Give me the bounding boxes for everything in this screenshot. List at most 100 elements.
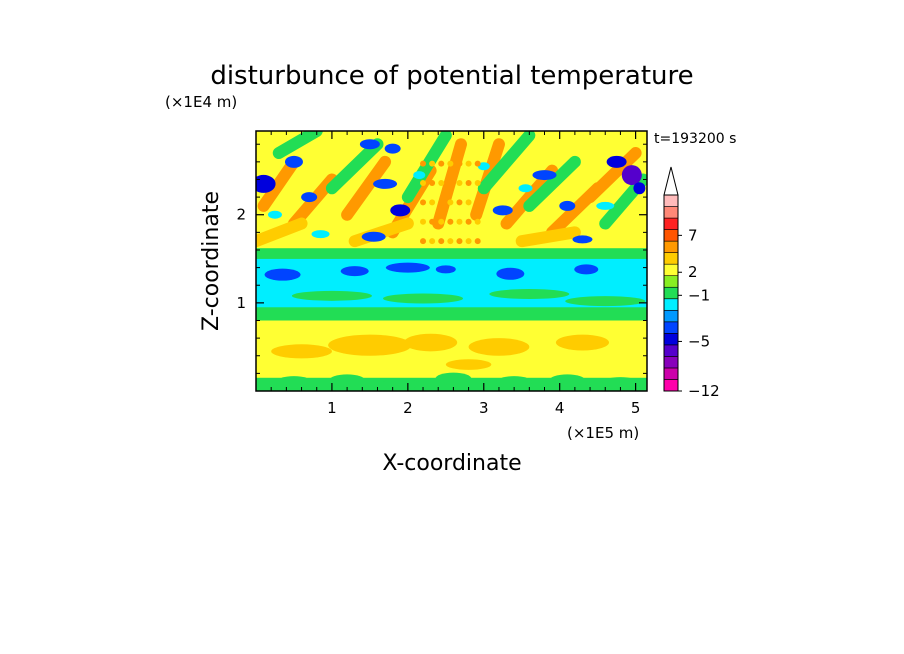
x-axis: 1 2 3 4 5: [270, 131, 640, 417]
contour-patch: [385, 262, 430, 273]
contour-dot: [465, 160, 472, 167]
contour-dot: [438, 238, 445, 245]
contour-dot: [429, 199, 436, 206]
contour-patch: [445, 359, 492, 370]
contour-dot: [447, 180, 454, 186]
contour-streak: [256, 217, 308, 248]
contour-dot: [456, 199, 463, 206]
colorbar-swatch: [663, 367, 679, 380]
contour-patch: [271, 344, 332, 359]
contour-cell: [256, 174, 276, 193]
contour-dot: [456, 218, 463, 225]
contour-cell: [633, 182, 646, 195]
contour-patch: [496, 267, 525, 280]
contour-patch: [468, 338, 530, 356]
contour-patch: [555, 334, 610, 351]
contour-patch: [275, 376, 312, 389]
contour-dot: [465, 199, 472, 206]
contour-cell: [596, 201, 615, 210]
contour-dot: [474, 218, 481, 225]
contour-dot: [456, 180, 463, 186]
contour-dot: [447, 238, 454, 245]
contour-cell: [413, 171, 426, 180]
contour-cell: [311, 230, 330, 239]
contour-dot: [465, 180, 472, 186]
contour-cell: [492, 205, 513, 216]
x-tick-label: 1: [327, 399, 337, 417]
contour-dot: [429, 180, 436, 186]
contour-patch: [291, 290, 372, 301]
x-tick-label: 3: [479, 399, 489, 417]
contour-dot: [474, 160, 481, 167]
contour-streak: [584, 147, 642, 204]
contour-dot: [456, 160, 463, 167]
contour-cell: [390, 204, 411, 217]
colorbar-swatch: [663, 206, 679, 219]
colorbar-frame: [663, 194, 679, 392]
colorbar-swatch: [663, 356, 679, 369]
contour-patch: [489, 289, 570, 300]
contour-cell: [359, 139, 380, 150]
colorbar-swatch: [663, 321, 679, 334]
field-layer-transition: [256, 248, 647, 259]
contour-cell: [384, 143, 401, 154]
contour-dot: [429, 238, 436, 245]
contour-streak: [272, 131, 323, 160]
contour-patch: [549, 374, 586, 387]
colorbar-swatch: [663, 298, 679, 311]
colorbar-swatch: [663, 229, 679, 242]
contour-dot: [438, 199, 445, 206]
contour-streak: [341, 155, 392, 221]
contour-cell: [621, 165, 642, 186]
time-label: t=193200 s: [654, 131, 736, 147]
plot-frame: [255, 130, 648, 392]
contour-dot: [465, 218, 472, 225]
contour-patch: [602, 377, 639, 390]
contour-dot: [438, 160, 445, 167]
contour-patch: [340, 266, 369, 277]
colorbar-label: −1: [688, 286, 710, 304]
contour-cell: [301, 192, 318, 203]
x-tick-label: 4: [555, 399, 565, 417]
contour-cell: [532, 170, 557, 181]
contour-dot: [420, 199, 427, 206]
colorbar-swatch: [663, 217, 679, 230]
contour-dot: [429, 218, 436, 225]
contour-patch: [382, 377, 419, 390]
contour-dot: [456, 238, 463, 245]
colorbar: 7 2 −1 −5 −12: [663, 166, 720, 400]
y-unit-label: (×1E4 m): [165, 93, 237, 111]
x-tick-label: 2: [403, 399, 413, 417]
contour-field: [256, 131, 647, 391]
colorbar-swatch: [663, 252, 679, 265]
contour-dot: [438, 218, 445, 225]
contour-dot: [474, 180, 481, 186]
contour-patch: [264, 268, 301, 281]
chart-title: disturbunce of potential temperature: [210, 61, 693, 91]
contour-streak: [515, 226, 581, 248]
contour-streak: [325, 138, 384, 195]
y-axis-label: Z-coordinate: [199, 191, 224, 331]
contour-dot: [420, 238, 427, 245]
colorbar-swatch: [663, 194, 679, 207]
colorbar-swatch: [663, 309, 679, 323]
colorbar-swatch: [663, 286, 679, 300]
contour-dot: [474, 199, 481, 206]
y-tick-label: 1: [236, 294, 246, 312]
contour-cell: [284, 155, 303, 168]
contour-streak: [287, 173, 338, 230]
contour-dot: [447, 160, 454, 167]
contour-patch: [383, 293, 464, 304]
contour-streak: [477, 131, 536, 195]
colorbar-swatch: [663, 344, 679, 357]
colorbar-label: 2: [688, 263, 698, 281]
contour-streak: [401, 131, 452, 204]
contour-patch: [435, 265, 456, 274]
contour-cell: [572, 235, 593, 244]
contour-dot: [420, 160, 427, 167]
colorbar-label: −12: [688, 382, 720, 400]
contour-dot: [447, 199, 454, 206]
contour-cell: [477, 162, 490, 171]
contour-patch: [435, 372, 472, 385]
contour-patch: [328, 334, 412, 356]
